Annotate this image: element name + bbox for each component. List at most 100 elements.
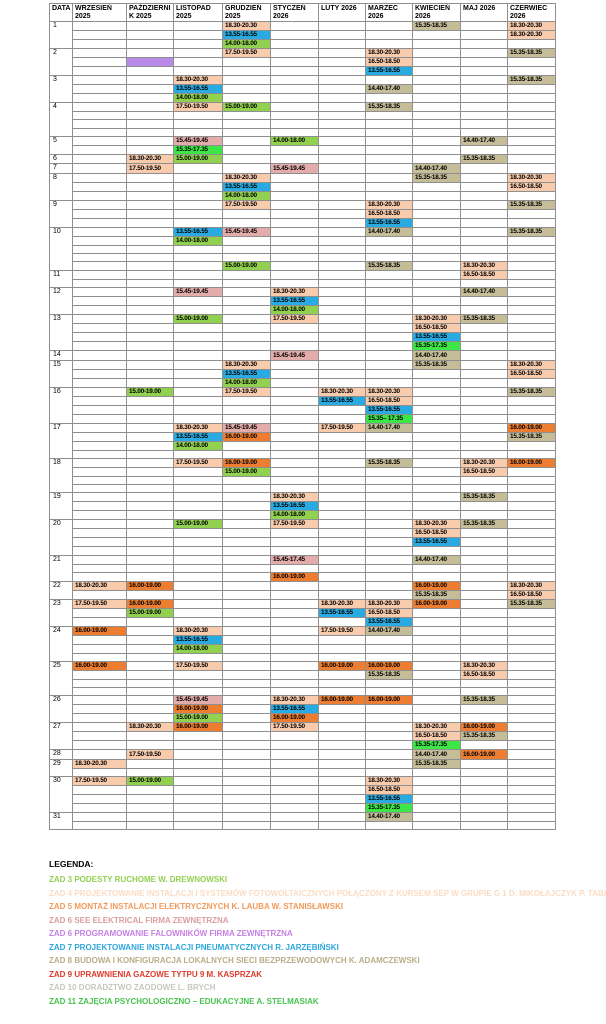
schedule-entry: 18.30-20.30 bbox=[412, 314, 461, 325]
column-header-month-8: KWIECIEŃ 2026 bbox=[412, 2, 461, 23]
empty-cell bbox=[173, 48, 223, 59]
empty-cell bbox=[507, 244, 556, 254]
empty-cell bbox=[460, 377, 508, 388]
empty-cell bbox=[460, 625, 508, 636]
empty-cell bbox=[72, 678, 127, 689]
table-row: 6 18.30-20.30 15.00-19.00 15.35-18.35 bbox=[49, 153, 556, 165]
empty-cell bbox=[126, 440, 174, 451]
date-cell: 3 bbox=[49, 75, 73, 104]
empty-cell bbox=[126, 323, 174, 334]
table-row: 28 17.50-19.50 14.40-17.40 16.00-19.00 bbox=[49, 749, 556, 760]
empty-cell bbox=[270, 368, 319, 379]
schedule-entry: 17.50-19.50 bbox=[270, 519, 319, 530]
table-row: 16.00-19.00 bbox=[50, 571, 556, 582]
schedule-entry: 16.00-19.00 bbox=[507, 422, 556, 433]
empty-cell bbox=[222, 84, 271, 95]
empty-cell bbox=[72, 332, 127, 343]
empty-cell bbox=[507, 669, 556, 680]
empty-cell bbox=[222, 127, 271, 137]
schedule-entry: 17.50-19.50 bbox=[173, 458, 223, 468]
empty-cell bbox=[270, 226, 319, 237]
empty-cell bbox=[412, 634, 461, 645]
empty-cell bbox=[270, 678, 319, 689]
empty-cell bbox=[460, 546, 508, 556]
empty-cell bbox=[507, 740, 556, 751]
table-row: 29 18.30-20.30 15.35-18.35 bbox=[49, 758, 556, 778]
empty-cell bbox=[365, 519, 413, 530]
schedule-entry: 16.00-19.00 bbox=[72, 660, 127, 671]
empty-cell bbox=[72, 484, 127, 494]
empty-cell bbox=[412, 190, 461, 201]
empty-cell bbox=[222, 413, 271, 424]
empty-cell bbox=[72, 226, 127, 237]
empty-cell bbox=[72, 296, 127, 307]
legend-item: ZAD 11 ZAJĘCIA PSYCHOLOGICZNO – EDUKACYJ… bbox=[49, 996, 319, 1006]
table-row bbox=[50, 244, 556, 254]
empty-cell bbox=[173, 190, 223, 201]
schedule-entry: 15.35-18.35 bbox=[412, 589, 461, 600]
table-row: 14.00-18.00 bbox=[50, 377, 556, 388]
empty-cell bbox=[222, 66, 271, 77]
empty-cell bbox=[173, 172, 223, 183]
empty-cell bbox=[72, 431, 127, 442]
empty-cell bbox=[365, 163, 413, 174]
empty-cell bbox=[126, 287, 174, 298]
table-row: 15.35-18.35 16.50-18.50 bbox=[50, 669, 556, 680]
empty-cell bbox=[222, 208, 271, 219]
table-row: 15.35– 17.35 bbox=[50, 413, 556, 424]
empty-cell bbox=[460, 332, 508, 343]
table-row: 15.35-17.35 bbox=[50, 803, 556, 813]
schedule-entry: 16.00-19.00 bbox=[460, 722, 508, 733]
empty-cell bbox=[507, 163, 556, 174]
empty-cell bbox=[365, 153, 413, 165]
empty-cell bbox=[222, 820, 271, 831]
legend-item: ZAD 3 PODESTY RUCHOME W. DREWNOWSKI bbox=[49, 875, 228, 884]
empty-cell bbox=[270, 172, 319, 183]
empty-cell bbox=[507, 111, 556, 121]
empty-cell bbox=[270, 217, 319, 228]
empty-cell bbox=[126, 135, 174, 146]
empty-cell bbox=[412, 695, 461, 706]
table-row: 13.55-16.55 bbox=[50, 296, 556, 307]
empty-cell bbox=[460, 563, 508, 573]
schedule-entry: 14.40-17.40 bbox=[365, 84, 413, 95]
empty-cell bbox=[126, 350, 174, 361]
table-row bbox=[50, 484, 556, 494]
empty-cell bbox=[270, 93, 319, 104]
table-row bbox=[50, 678, 556, 689]
empty-cell bbox=[365, 749, 413, 760]
table-row: 13.55-16.55 bbox=[50, 404, 556, 415]
empty-cell bbox=[270, 467, 319, 477]
empty-cell bbox=[126, 669, 174, 680]
empty-cell bbox=[173, 413, 223, 424]
empty-cell bbox=[507, 217, 556, 228]
empty-cell bbox=[72, 127, 127, 137]
empty-cell bbox=[507, 144, 556, 155]
empty-cell bbox=[270, 580, 319, 591]
empty-cell bbox=[460, 226, 508, 237]
schedule-entry: 16.50-18.50 bbox=[460, 467, 508, 477]
empty-cell bbox=[318, 749, 366, 760]
date-cell: 24 bbox=[49, 625, 73, 662]
empty-cell bbox=[126, 431, 174, 442]
empty-cell bbox=[222, 678, 271, 689]
empty-cell bbox=[507, 652, 556, 662]
empty-cell bbox=[318, 449, 366, 460]
table-row: 16.50-18.50 bbox=[50, 785, 556, 795]
empty-cell bbox=[365, 571, 413, 582]
schedule-entry: 15.45-19.45 bbox=[222, 422, 271, 433]
empty-cell bbox=[173, 208, 223, 219]
empty-cell bbox=[507, 510, 556, 521]
empty-cell bbox=[412, 431, 461, 442]
empty-cell bbox=[222, 528, 271, 539]
empty-cell bbox=[318, 501, 366, 512]
schedule-entry: 15.00-19.00 bbox=[126, 386, 174, 397]
empty-cell bbox=[460, 84, 508, 95]
empty-cell bbox=[365, 93, 413, 104]
empty-cell bbox=[507, 440, 556, 451]
date-cell: 9 bbox=[49, 199, 73, 228]
empty-cell bbox=[173, 244, 223, 254]
empty-cell bbox=[173, 776, 223, 786]
date-cell: 22 bbox=[49, 580, 73, 600]
empty-cell bbox=[412, 458, 461, 468]
